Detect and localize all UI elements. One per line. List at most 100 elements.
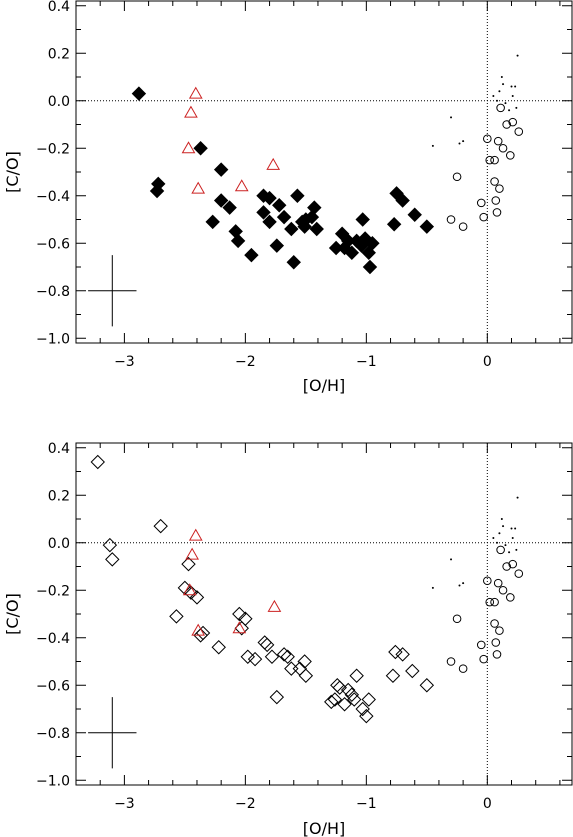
data-point-triangle: [234, 179, 249, 192]
y-tick-label: 0.0: [48, 536, 70, 552]
y-axis-label: [C/O]: [3, 593, 22, 635]
data-point-diamond: [355, 701, 370, 717]
y-tick-label: −0.8: [36, 284, 70, 300]
data-point-diamond: [355, 212, 370, 227]
data-point-dot: [495, 541, 498, 544]
data-point-triangle: [184, 105, 198, 118]
data-point-diamond: [131, 86, 147, 101]
data-point-diamond: [284, 661, 299, 676]
data-point-circle: [498, 143, 508, 153]
data-point-diamond: [276, 209, 292, 225]
data-point-diamond: [327, 692, 343, 707]
y-tick-label: −0.6: [36, 678, 70, 694]
data-point-diamond: [256, 205, 271, 220]
x-tick-label: −2: [235, 354, 256, 370]
data-point-diamond: [272, 198, 287, 213]
data-point-diamond: [361, 692, 376, 707]
data-point-diamond: [292, 661, 308, 676]
data-point-circle: [452, 172, 462, 182]
data-point-diamond: [307, 200, 322, 215]
data-point-diamond: [262, 214, 277, 230]
data-point-circle: [506, 593, 515, 602]
data-point-circle: [479, 654, 488, 664]
panel-top: −3 −2 −1 0 −1.0 −0.8 −0.6 −0.4 −0.2 0.0 0.2 0.4 [O/H…: [3, 0, 573, 395]
data-point-circle: [490, 155, 499, 165]
data-point-circle: [495, 184, 504, 193]
data-point-triangle: [191, 181, 206, 194]
data-point-diamond: [359, 708, 374, 724]
data-point-dot: [514, 85, 517, 88]
data-point-diamond: [259, 637, 275, 653]
data-point-dot: [492, 537, 495, 539]
data-point-dot: [498, 532, 501, 535]
data-point-circle: [479, 212, 488, 222]
data-point-diamond: [211, 640, 226, 655]
data-point-dot: [502, 83, 505, 86]
data-point-diamond: [264, 649, 280, 664]
y-tick-label: −0.2: [36, 141, 70, 157]
data-point-diamond: [153, 518, 168, 534]
data-point-dot: [462, 582, 465, 585]
data-point-diamond: [419, 678, 435, 693]
data-point-diamond: [332, 680, 347, 695]
data-point-dot: [450, 116, 453, 119]
data-point-diamond: [230, 233, 246, 249]
data-point-diamond: [232, 606, 247, 622]
data-point-circle: [446, 215, 456, 224]
data-point-dot: [504, 102, 507, 105]
data-point-circle: [492, 650, 502, 659]
data-point-diamond: [395, 647, 410, 662]
data-point-circle: [476, 198, 486, 208]
data-point-diamond: [169, 609, 184, 624]
data-point-dot: [515, 548, 518, 551]
data-point-circle: [508, 559, 518, 569]
data-point-diamond: [365, 236, 380, 251]
data-point-diamond: [344, 687, 360, 702]
y-tick-label: 0.4: [48, 441, 70, 457]
x-tick-label: −1: [356, 796, 377, 812]
data-point-diamond: [344, 245, 360, 260]
data-point-diamond: [195, 625, 211, 641]
x-axis-label: [O/H]: [303, 819, 346, 837]
data-point-dot: [508, 109, 511, 112]
y-tick-label: 0.2: [48, 46, 70, 62]
data-point-diamond: [205, 214, 220, 230]
data-point-circle: [452, 614, 462, 624]
data-point-dot: [450, 558, 453, 561]
data-point-circle: [502, 120, 511, 129]
data-point-circle: [491, 196, 501, 205]
data-point-triangle: [232, 621, 247, 634]
data-point-dot: [458, 584, 461, 587]
data-point-diamond: [337, 697, 352, 712]
data-point-dot: [511, 95, 514, 97]
data-point-circle: [514, 569, 524, 578]
data-point-circle: [496, 103, 505, 113]
data-point-circle: [446, 657, 456, 666]
data-point-diamond: [284, 221, 299, 237]
data-point-diamond: [349, 668, 364, 683]
data-point-diamond: [297, 654, 312, 669]
data-point-diamond: [276, 647, 292, 662]
data-point-dot: [495, 99, 498, 102]
data-point-dot: [458, 142, 461, 145]
data-point-diamond: [269, 689, 285, 705]
y-tick-label: −0.6: [36, 236, 70, 252]
data-point-circle: [483, 576, 492, 586]
data-point-circle: [490, 619, 499, 628]
data-point-diamond: [362, 259, 378, 275]
data-point-diamond: [181, 556, 196, 572]
data-point-diamond: [213, 193, 229, 208]
data-point-dot: [498, 90, 501, 93]
data-point-circle: [485, 597, 495, 607]
data-point-circle: [483, 134, 492, 144]
data-point-diamond: [102, 537, 118, 553]
data-point-diamond: [388, 644, 403, 660]
data-point-dot: [510, 527, 513, 530]
data-point-triangle: [181, 141, 196, 154]
data-point-circle: [491, 638, 501, 647]
data-point-diamond: [419, 219, 435, 234]
data-point-circle: [508, 117, 518, 127]
y-tick-label: −0.8: [36, 726, 70, 742]
y-tick-label: 0.4: [48, 0, 70, 15]
data-point-diamond: [324, 694, 339, 710]
